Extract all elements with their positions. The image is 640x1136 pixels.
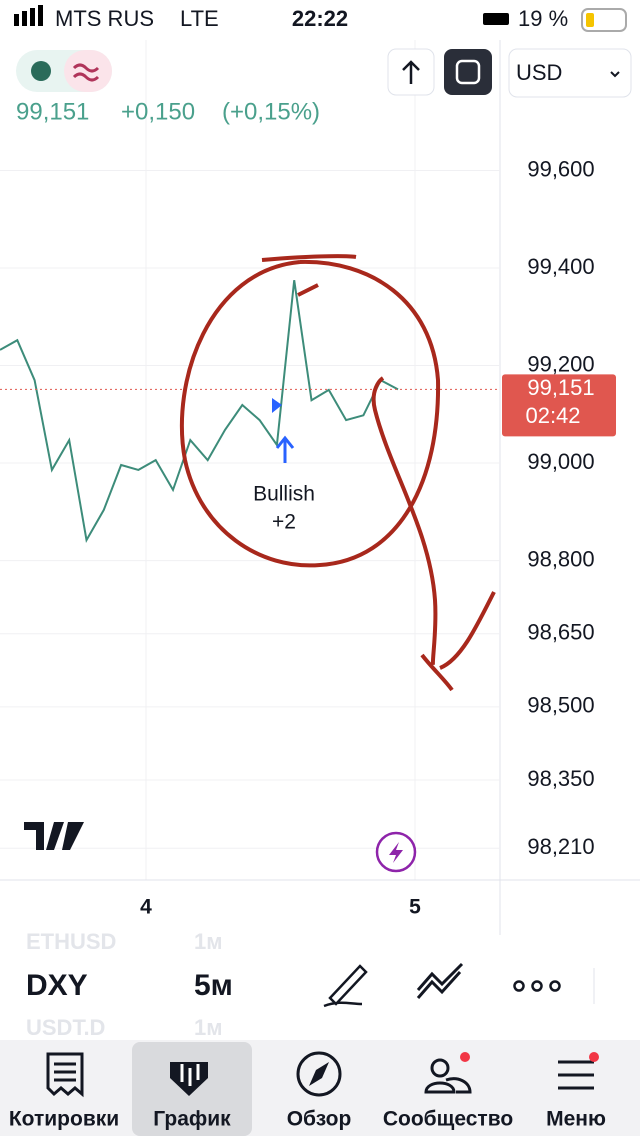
- last-price-label: 99,151: [527, 375, 594, 400]
- price-tick-label: 98,210: [527, 834, 594, 859]
- last-price-tag: [502, 374, 616, 437]
- compass-needle: [309, 1062, 329, 1086]
- menu-icon: [558, 1060, 594, 1090]
- bottom-nav: Котировки График Обзор Сообщество Меню: [0, 1040, 640, 1136]
- chart-icon-candles: [180, 1064, 200, 1086]
- countdown: 02:42: [525, 403, 580, 428]
- price-tick-label: 99,600: [527, 156, 594, 181]
- nav-background: [0, 1040, 640, 1136]
- faded-interval: 1м: [194, 1015, 223, 1040]
- explore-icon: [296, 1051, 342, 1097]
- bullish-arrow: [275, 435, 295, 463]
- more-dot[interactable]: [531, 980, 543, 992]
- price: 99,151: [16, 98, 89, 125]
- currency: USD: [516, 60, 562, 85]
- nav-label[interactable]: График: [153, 1108, 231, 1131]
- sleep-icon: [483, 13, 509, 25]
- signal-bar: [22, 11, 27, 26]
- signal-marker: [272, 398, 282, 413]
- notification-dot: [460, 1052, 470, 1062]
- time-label: 5: [409, 896, 421, 919]
- wave-icon: [72, 63, 100, 82]
- annotation-label: Bullish: [253, 483, 315, 506]
- symbol[interactable]: DXY: [26, 969, 88, 1002]
- fullscreen-button[interactable]: [444, 49, 492, 95]
- price-tick-label: 99,000: [527, 449, 594, 474]
- more-dot[interactable]: [513, 980, 525, 992]
- fullscreen-icon: [455, 59, 481, 85]
- notification-dot: [589, 1052, 599, 1062]
- draw-tool-icon[interactable]: [323, 964, 368, 1008]
- price-tick-label: 98,350: [527, 766, 594, 791]
- indicators-icon[interactable]: [416, 962, 464, 999]
- tradingview-logo: [24, 822, 84, 850]
- price-tick-label: 98,500: [527, 693, 594, 718]
- price-tick-label: 98,650: [527, 620, 594, 645]
- more-dot[interactable]: [549, 980, 561, 992]
- drawn-circle: [179, 254, 441, 568]
- carrier: MTS RUS: [55, 6, 154, 31]
- faded-symbol: USDT.D: [26, 1015, 105, 1040]
- battery-level: [586, 13, 594, 27]
- price-line: [0, 280, 399, 544]
- chevron: [610, 71, 620, 78]
- nav-label[interactable]: Сообщество: [383, 1108, 513, 1131]
- header: 99,151 +0,150 (+0,15%) USD: [16, 48, 632, 125]
- clock: 22:22: [292, 6, 348, 31]
- time-label: 4: [140, 896, 152, 919]
- drawn-arrow: [371, 376, 496, 692]
- nav-label[interactable]: Меню: [546, 1108, 606, 1131]
- lightning-icon: [389, 842, 403, 863]
- toolbar: ETHUSD 1м USDT.D 1м DXY 5м: [26, 929, 595, 1040]
- price-tick-label: 99,400: [527, 254, 594, 279]
- battery-percent: 19 %: [518, 6, 568, 31]
- signal-bar: [38, 5, 43, 26]
- arrow-up-icon: [402, 60, 420, 84]
- community-icon: [430, 1058, 450, 1078]
- battery: [581, 8, 627, 32]
- price-tick-label: 98,800: [527, 546, 594, 571]
- quotes-icon: [46, 1052, 84, 1098]
- signal-bar: [30, 8, 35, 26]
- annotation-count: +2: [272, 511, 296, 534]
- community-icon-body: [424, 1077, 472, 1094]
- change: +0,150: [121, 98, 195, 125]
- visibility-dot[interactable]: [31, 61, 51, 81]
- signal-bar: [14, 14, 19, 26]
- faded-interval: 1м: [194, 929, 223, 954]
- change-percent: (+0,15%): [222, 98, 320, 125]
- nav-label[interactable]: Котировки: [9, 1108, 119, 1131]
- network: LTE: [180, 6, 219, 31]
- chart-area: [0, 40, 501, 935]
- nav-label[interactable]: Обзор: [287, 1108, 352, 1131]
- price-tick-label: 99,200: [527, 351, 594, 376]
- status-bar: MTS RUS LTE 22:22 19 %: [14, 5, 627, 32]
- interval[interactable]: 5м: [194, 969, 233, 1002]
- currency-select[interactable]: [508, 48, 632, 98]
- faded-symbol: ETHUSD: [26, 929, 116, 954]
